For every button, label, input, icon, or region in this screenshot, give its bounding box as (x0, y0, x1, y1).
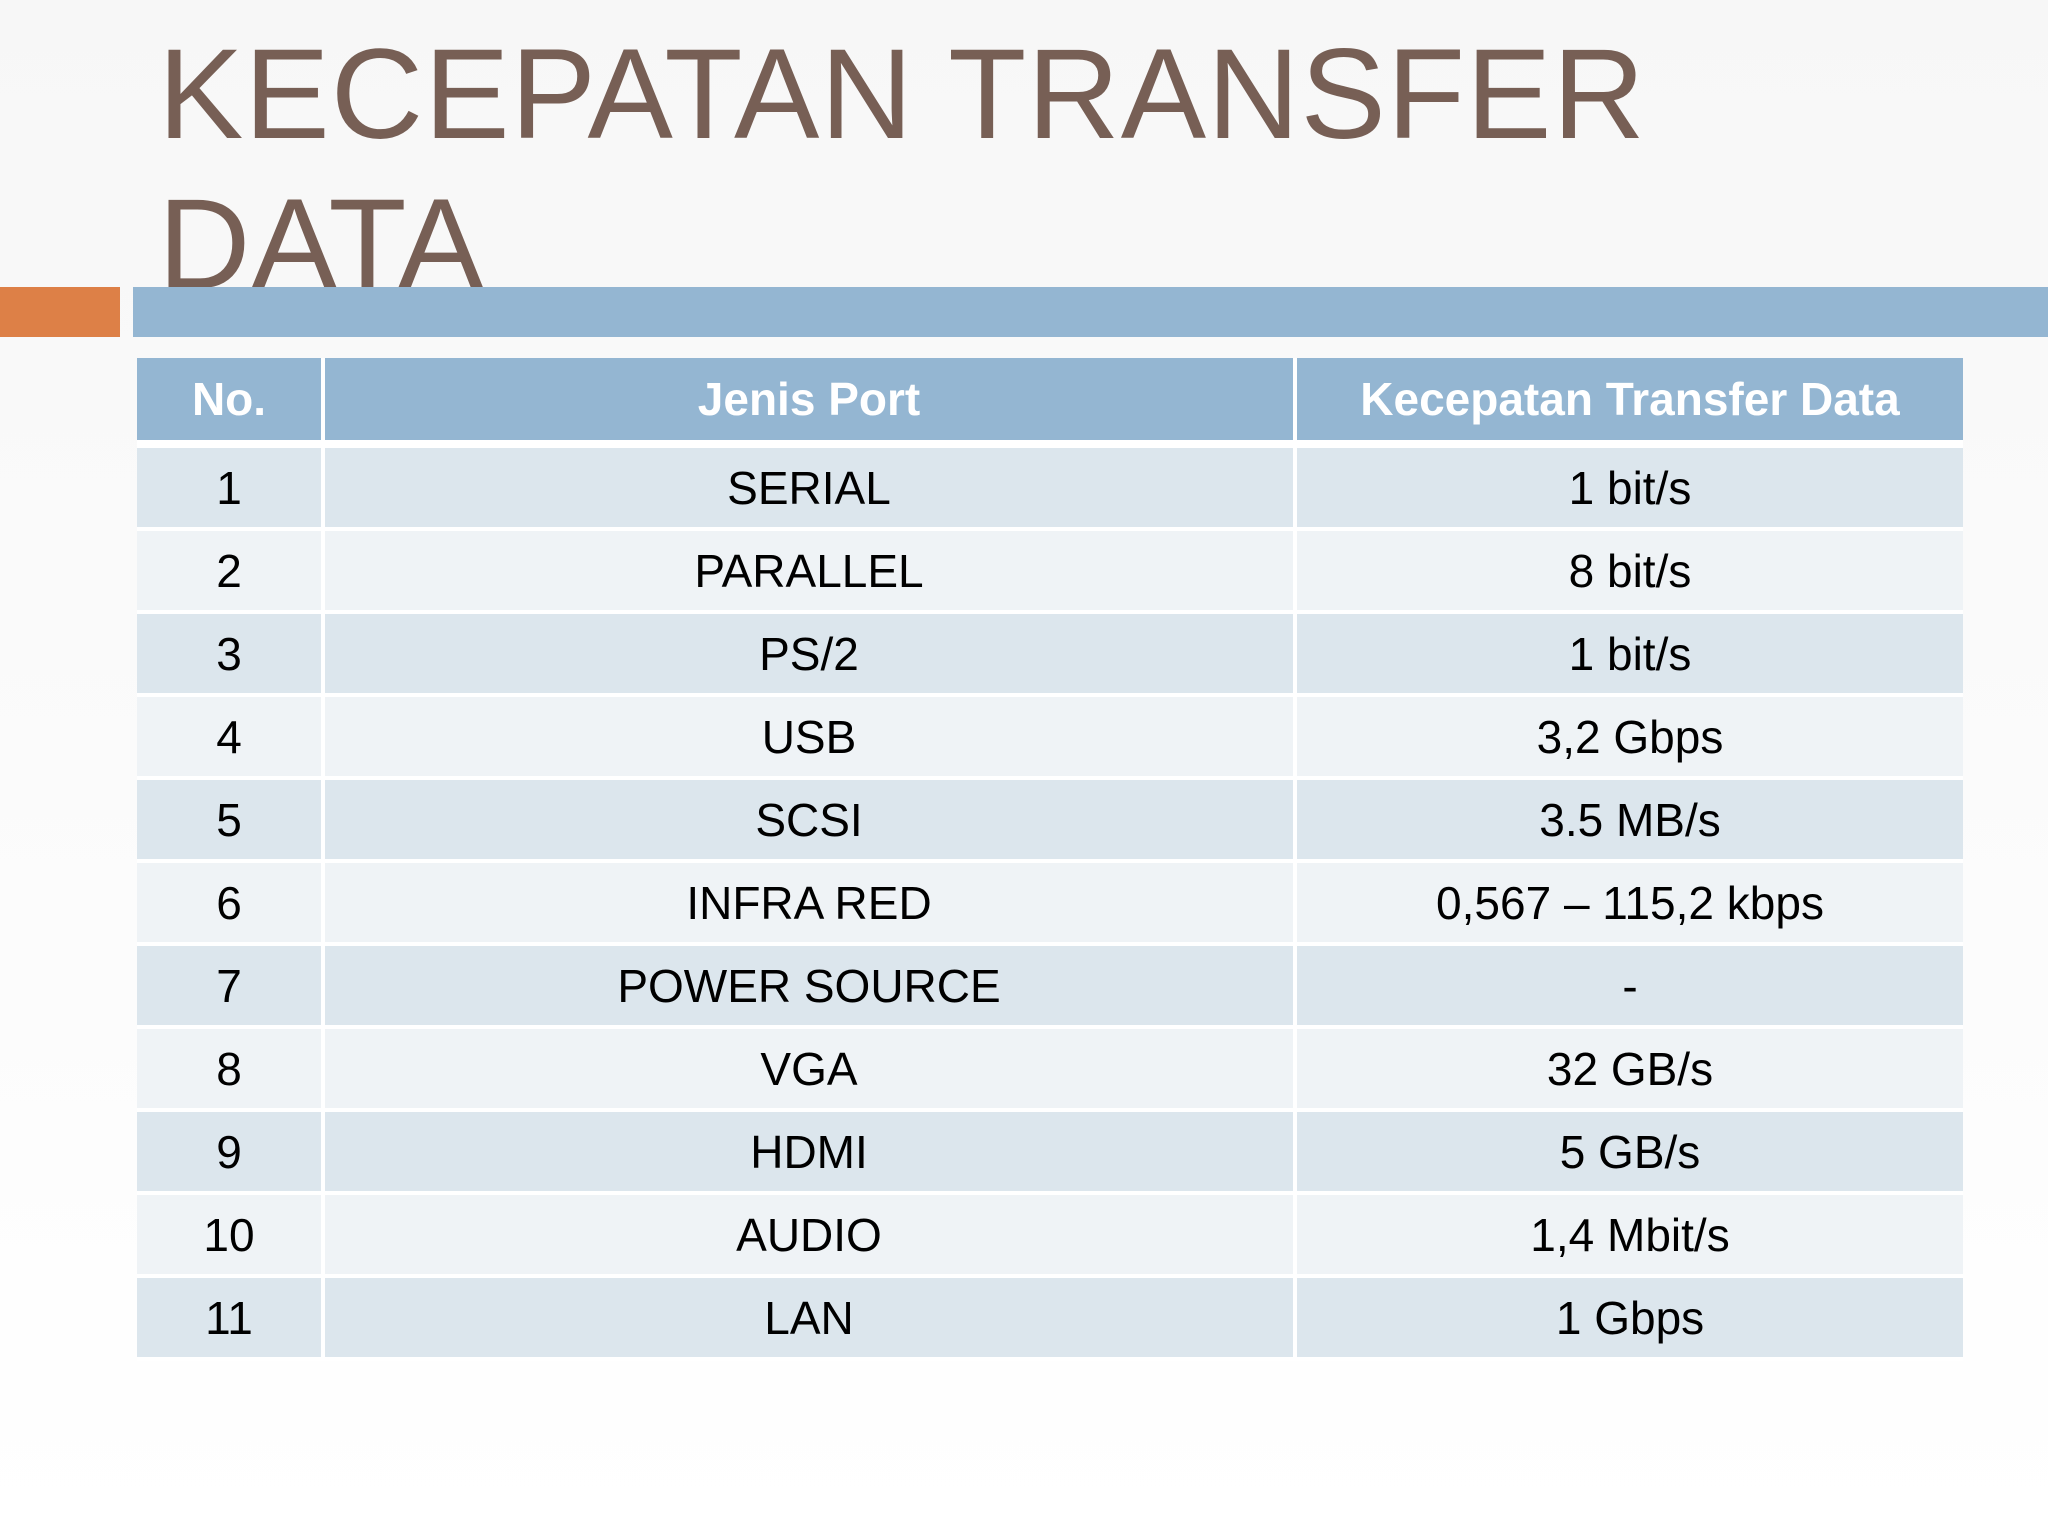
table-row: 3 PS/2 1 bit/s (137, 612, 1963, 697)
cell-port: USB (323, 695, 1297, 780)
cell-no: 3 (137, 612, 325, 697)
cell-speed: 3.5 MB/s (1295, 778, 1963, 863)
cell-no: 4 (137, 695, 325, 780)
cell-speed: 0,567 – 115,2 kbps (1295, 861, 1963, 946)
cell-port: HDMI (323, 1110, 1297, 1195)
cell-port: POWER SOURCE (323, 944, 1297, 1029)
cell-port: VGA (323, 1027, 1297, 1112)
cell-no: 5 (137, 778, 325, 863)
cell-port: PARALLEL (323, 529, 1297, 614)
table-row: 7 POWER SOURCE - (137, 944, 1963, 1029)
table-row: 5 SCSI 3.5 MB/s (137, 778, 1963, 863)
cell-speed: 1,4 Mbit/s (1295, 1193, 1963, 1278)
table-header-row: No. Jenis Port Kecepatan Transfer Data (137, 358, 1963, 448)
cell-no: 2 (137, 529, 325, 614)
cell-port: PS/2 (323, 612, 1297, 697)
cell-port: AUDIO (323, 1193, 1297, 1278)
cell-speed: - (1295, 944, 1963, 1029)
cell-no: 10 (137, 1193, 325, 1278)
cell-port: LAN (323, 1276, 1297, 1361)
header-transfer-speed: Kecepatan Transfer Data (1295, 358, 1963, 448)
slide-title: KECEPATAN TRANSFER DATA (158, 23, 1646, 316)
cell-no: 6 (137, 861, 325, 946)
cell-port: INFRA RED (323, 861, 1297, 946)
table-row: 6 INFRA RED 0,567 – 115,2 kbps (137, 861, 1963, 946)
accent-bar-blue (133, 287, 2048, 337)
cell-speed: 3,2 Gbps (1295, 695, 1963, 780)
table-row: 10 AUDIO 1,4 Mbit/s (137, 1193, 1963, 1278)
cell-speed: 1 bit/s (1295, 612, 1963, 697)
cell-speed: 32 GB/s (1295, 1027, 1963, 1112)
port-speed-table: No. Jenis Port Kecepatan Transfer Data 1… (137, 358, 1963, 1361)
header-port-type: Jenis Port (323, 358, 1297, 448)
table-row: 2 PARALLEL 8 bit/s (137, 529, 1963, 614)
header-no: No. (137, 358, 325, 448)
table-row: 4 USB 3,2 Gbps (137, 695, 1963, 780)
cell-speed: 5 GB/s (1295, 1110, 1963, 1195)
cell-port: SERIAL (323, 444, 1297, 531)
cell-no: 7 (137, 944, 325, 1029)
cell-no: 11 (137, 1276, 325, 1361)
table-row: 1 SERIAL 1 bit/s (137, 444, 1963, 531)
cell-speed: 1 Gbps (1295, 1276, 1963, 1361)
cell-no: 8 (137, 1027, 325, 1112)
table-row: 8 VGA 32 GB/s (137, 1027, 1963, 1112)
cell-speed: 8 bit/s (1295, 529, 1963, 614)
cell-no: 1 (137, 444, 325, 531)
accent-bar-orange (0, 287, 120, 337)
table-row: 11 LAN 1 Gbps (137, 1276, 1963, 1361)
cell-speed: 1 bit/s (1295, 444, 1963, 531)
cell-port: SCSI (323, 778, 1297, 863)
table-row: 9 HDMI 5 GB/s (137, 1110, 1963, 1195)
cell-no: 9 (137, 1110, 325, 1195)
